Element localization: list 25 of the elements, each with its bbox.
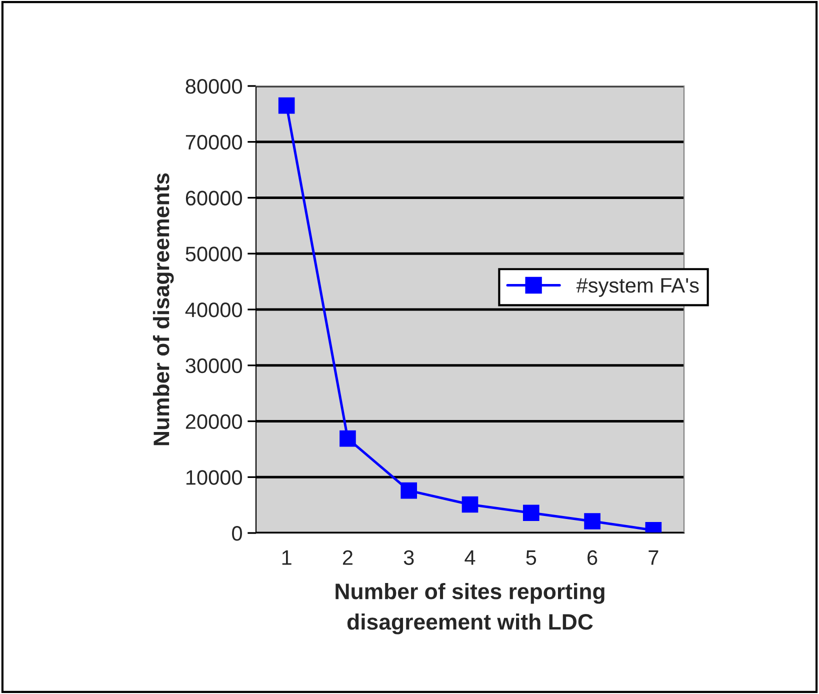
x-tick-label: 2 xyxy=(342,550,352,565)
y-tick-label: 0 xyxy=(232,526,242,541)
y-tick-label: 70000 xyxy=(186,134,242,150)
x-tick-label: 1 xyxy=(282,550,292,565)
point xyxy=(278,97,295,114)
point xyxy=(584,513,600,530)
x-tick-label: 5 xyxy=(526,550,536,565)
y-tick-label: 50000 xyxy=(186,246,242,262)
point xyxy=(340,430,356,447)
y-tick-label: 10000 xyxy=(186,470,242,485)
point xyxy=(522,504,540,522)
y-tick-label: 60000 xyxy=(186,190,242,206)
point xyxy=(400,482,418,499)
x-tick-label: 6 xyxy=(588,550,598,565)
legend-label: #system FA's xyxy=(576,278,699,297)
y-tick-label: 20000 xyxy=(186,414,242,430)
x-tick-label: 4 xyxy=(464,550,476,565)
x-tick-label: 3 xyxy=(404,550,414,565)
y-tick-label: 80000 xyxy=(186,79,242,94)
y-axis-title: Number of disagreements xyxy=(152,173,174,446)
x-tick-label: 7 xyxy=(648,550,658,565)
x-axis-title: Number of sites reporting disagreement with LDC xyxy=(336,582,604,634)
y-tick-label: 40000 xyxy=(185,302,242,318)
point xyxy=(462,496,478,513)
y-tick-label: 30000 xyxy=(186,358,242,374)
